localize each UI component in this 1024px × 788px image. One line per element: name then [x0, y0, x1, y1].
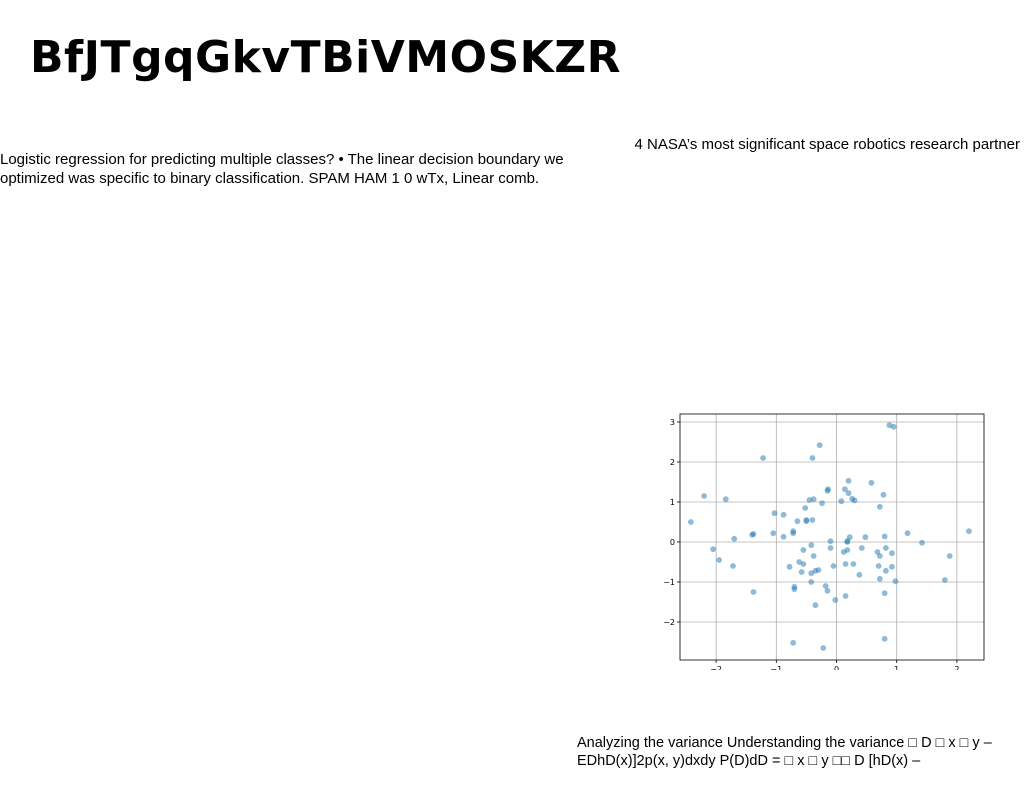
scatter-point	[780, 533, 787, 540]
y-tick-label: 3	[670, 418, 675, 427]
scatter-point	[882, 567, 889, 574]
scatter-point	[800, 547, 807, 553]
y-tick-label: −1	[663, 578, 675, 587]
scatter-point	[824, 487, 831, 494]
scatter-point	[875, 563, 882, 569]
y-tick-label: −2	[663, 618, 675, 627]
scatter-point	[798, 569, 805, 575]
scatter-point	[722, 496, 729, 503]
scatter-point	[881, 533, 888, 540]
scatter-point	[881, 635, 888, 642]
scatter-point	[890, 423, 897, 430]
scatter-point	[810, 553, 817, 559]
scatter-point	[808, 542, 815, 549]
scatter-point	[876, 575, 883, 582]
scatter-point	[786, 563, 793, 570]
scatter-point	[919, 539, 925, 546]
scatter-point	[794, 518, 801, 525]
scatter-point	[851, 497, 858, 504]
scatter-point	[862, 534, 869, 541]
right-paragraph: 4 NASA’s most significant space robotics…	[634, 136, 1020, 153]
y-tick-label: 0	[670, 538, 675, 547]
scatter-point	[822, 583, 829, 589]
x-tick-label: 0	[834, 665, 839, 670]
scatter-point	[820, 645, 827, 651]
scatter-point	[888, 563, 895, 570]
scatter-point	[827, 545, 834, 551]
scatter-point	[966, 528, 972, 535]
scatter-point	[946, 553, 953, 559]
scatter-point	[800, 561, 807, 567]
x-tick-label: 2	[954, 665, 959, 670]
y-tick-label: 2	[670, 458, 675, 467]
x-tick-label: −1	[770, 665, 782, 670]
scatter-point	[731, 535, 738, 542]
scatter-point	[803, 518, 810, 525]
scatter-point	[842, 561, 849, 567]
scatter-point	[881, 590, 888, 597]
scatter-point	[808, 570, 815, 577]
scatter-point	[687, 519, 694, 525]
scatter-point	[710, 546, 717, 553]
scatter-point	[840, 549, 847, 555]
scatter-point	[856, 571, 863, 578]
scatter-point	[809, 517, 816, 523]
scatter-point	[812, 567, 819, 574]
scatter-point	[824, 587, 831, 594]
scatter-point	[780, 511, 787, 518]
scatter-point	[904, 530, 911, 537]
scatter-point	[850, 561, 857, 567]
plot-frame	[679, 413, 985, 661]
scatter-point	[882, 545, 889, 551]
scatter-chart: −2 −1 0 1 2 −2 −1 0 1 2 3	[663, 413, 985, 670]
scatter-point	[838, 498, 845, 505]
scatter-point	[827, 538, 834, 545]
scatter-point	[790, 639, 797, 646]
left-paragraph: Logistic regression for predicting multi…	[0, 151, 564, 187]
scatter-point	[812, 602, 819, 609]
scatter-point	[810, 496, 817, 503]
scatter-point	[808, 579, 815, 585]
scatter-point	[771, 510, 778, 517]
scatter-point	[832, 597, 839, 603]
scatter-point	[816, 442, 823, 449]
scatter-point	[790, 530, 797, 537]
scatter-point	[716, 557, 723, 563]
scatter-point	[760, 455, 766, 461]
scatter-point	[876, 553, 883, 559]
scatter-point	[858, 545, 865, 551]
scatter-point	[868, 479, 875, 486]
scatter-point	[880, 491, 887, 498]
scatter-point	[830, 563, 837, 569]
x-tick-label: −2	[710, 665, 722, 670]
scatter-point	[730, 563, 736, 569]
scatter-point	[819, 500, 825, 507]
scatter-point	[845, 477, 852, 484]
scatter-point	[750, 531, 757, 537]
scatter-point	[842, 593, 849, 599]
scatter-point	[892, 578, 899, 585]
scatter-point	[844, 539, 851, 545]
scatter-point	[809, 455, 816, 461]
scatter-point	[791, 586, 798, 593]
x-tick-label: 1	[894, 665, 899, 670]
scatter-point	[842, 486, 848, 493]
y-tick-label: 1	[670, 498, 675, 507]
page-title: BfJTgqGkvTBiVMOSKZR	[30, 32, 622, 83]
scatter-point	[876, 503, 883, 510]
scatter-point	[888, 550, 895, 557]
scatter-point	[770, 530, 777, 537]
bottom-paragraph: Analyzing the variance Understanding the…	[577, 735, 992, 769]
scatter-point	[750, 589, 757, 595]
scatter-point	[701, 493, 707, 499]
scatter-point	[845, 490, 852, 497]
scatter-point	[802, 505, 809, 511]
scatter-point	[941, 577, 948, 583]
